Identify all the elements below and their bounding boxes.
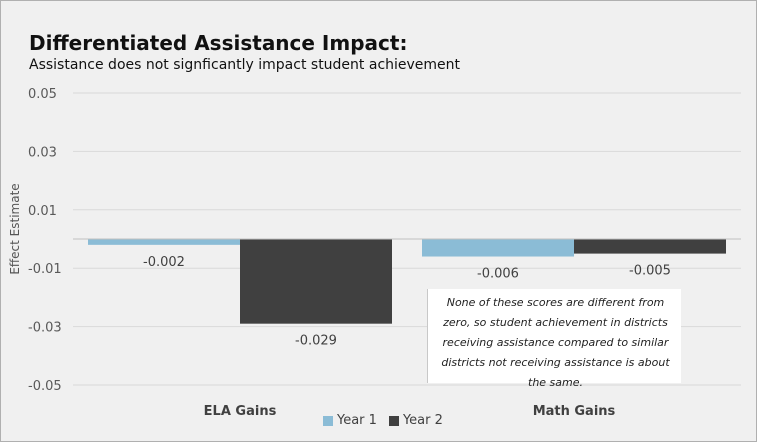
chart-title: Differentiated Assistance Impact:: [29, 31, 408, 55]
bar-year1: [88, 239, 240, 245]
labels: 0.05 0.03 0.01 -0.01 -0.03 -0.05 -0.002 -0.029 E…: [28, 87, 671, 419]
data-label: -0.002: [143, 255, 185, 270]
category-label: ELA Gains: [204, 404, 277, 419]
bar-year2: [574, 239, 726, 254]
y-tick-label: 0.03: [28, 145, 57, 160]
bars: [88, 239, 726, 324]
legend-swatch-year1: [323, 415, 333, 426]
legend-item-year2: Year 2: [388, 413, 443, 428]
bar-year1: [422, 239, 574, 257]
category-label: Math Gains: [533, 404, 616, 419]
y-tick-label: 0.01: [28, 204, 57, 219]
legend: Year 1 Year 2: [323, 413, 443, 428]
chart-subtitle: Assistance does not signficantly impact …: [29, 57, 461, 73]
legend-label-year1: Year 1: [337, 413, 377, 428]
y-tick-label: 0.05: [28, 87, 57, 102]
y-tick-label: -0.03: [28, 321, 62, 336]
y-tick-label: -0.01: [28, 262, 62, 277]
y-tick-label: -0.05: [28, 379, 62, 394]
data-label: -0.029: [295, 334, 337, 349]
data-label: -0.006: [477, 267, 519, 282]
legend-label-year2: Year 2: [402, 413, 443, 428]
legend-item-year1: Year 1: [323, 413, 377, 428]
gridlines: [73, 92, 741, 386]
data-label: -0.005: [629, 264, 671, 279]
bar-year2: [240, 239, 392, 324]
legend-swatch-year2: [388, 415, 399, 426]
annotation-note: None of these scores are different from …: [427, 289, 681, 389]
